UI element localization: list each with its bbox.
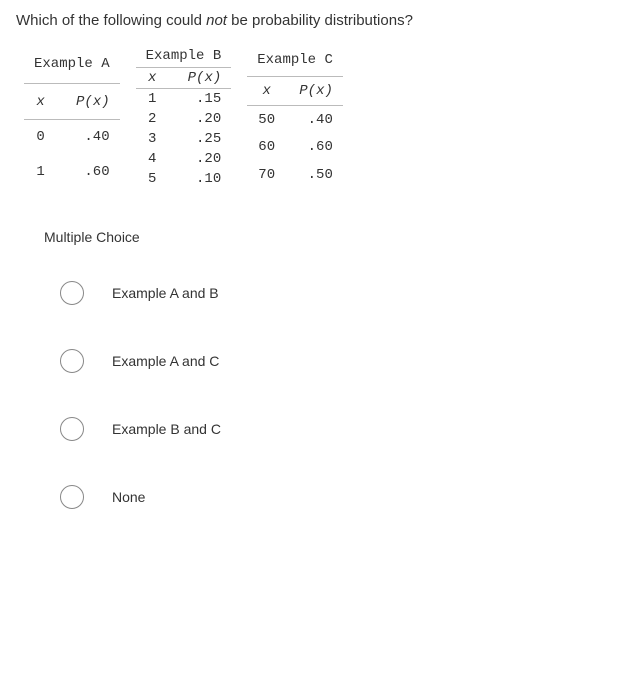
col-header-px: P(x): [286, 76, 343, 105]
cell-x: 4: [136, 149, 169, 169]
radio-icon[interactable]: [60, 417, 84, 441]
question-italic: not: [206, 12, 227, 29]
multiple-choice-section: Multiple Choice Example A and B Example …: [44, 229, 626, 509]
table-example-b: Example B x P(x) 1.15 2.20 3.25 4.20 5.1…: [136, 45, 232, 189]
cell-px: .40: [57, 120, 120, 155]
question-text: Which of the following could not be prob…: [16, 12, 626, 29]
cell-x: 60: [247, 134, 286, 162]
cell-x: 3: [136, 129, 169, 149]
tables-row: Example A x P(x) 0.40 1.60 Example B x P…: [24, 45, 626, 189]
option-a-and-b[interactable]: Example A and B: [60, 281, 626, 305]
cell-x: 2: [136, 109, 169, 129]
radio-icon[interactable]: [60, 485, 84, 509]
option-none[interactable]: None: [60, 485, 626, 509]
cell-x: 1: [136, 89, 169, 110]
cell-px: .50: [286, 161, 343, 189]
table-title: Example B: [136, 45, 232, 68]
mc-label: Multiple Choice: [44, 229, 626, 245]
table-title: Example A: [24, 45, 120, 84]
table-example-c: Example C x P(x) 50.40 60.60 70.50: [247, 45, 343, 189]
cell-px: .20: [169, 149, 232, 169]
radio-icon[interactable]: [60, 281, 84, 305]
cell-px: .40: [286, 105, 343, 133]
option-a-and-c[interactable]: Example A and C: [60, 349, 626, 373]
question-prefix: Which of the following could: [16, 12, 206, 29]
cell-px: .15: [169, 89, 232, 110]
option-label: Example B and C: [112, 421, 221, 437]
cell-px: .60: [57, 155, 120, 189]
option-label: Example A and C: [112, 353, 219, 369]
cell-x: 0: [24, 120, 57, 155]
cell-px: .20: [169, 109, 232, 129]
cell-x: 5: [136, 169, 169, 189]
cell-px: .10: [169, 169, 232, 189]
col-header-x: x: [24, 84, 57, 120]
option-b-and-c[interactable]: Example B and C: [60, 417, 626, 441]
option-label: Example A and B: [112, 285, 219, 301]
col-header-x: x: [247, 76, 286, 105]
cell-x: 70: [247, 161, 286, 189]
question-suffix: be probability distributions?: [227, 12, 413, 29]
table-title: Example C: [247, 45, 343, 76]
cell-px: .60: [286, 134, 343, 162]
radio-icon[interactable]: [60, 349, 84, 373]
cell-x: 1: [24, 155, 57, 189]
cell-x: 50: [247, 105, 286, 133]
option-label: None: [112, 489, 145, 505]
cell-px: .25: [169, 129, 232, 149]
table-example-a: Example A x P(x) 0.40 1.60: [24, 45, 120, 189]
col-header-px: P(x): [57, 84, 120, 120]
col-header-px: P(x): [169, 68, 232, 89]
col-header-x: x: [136, 68, 169, 89]
